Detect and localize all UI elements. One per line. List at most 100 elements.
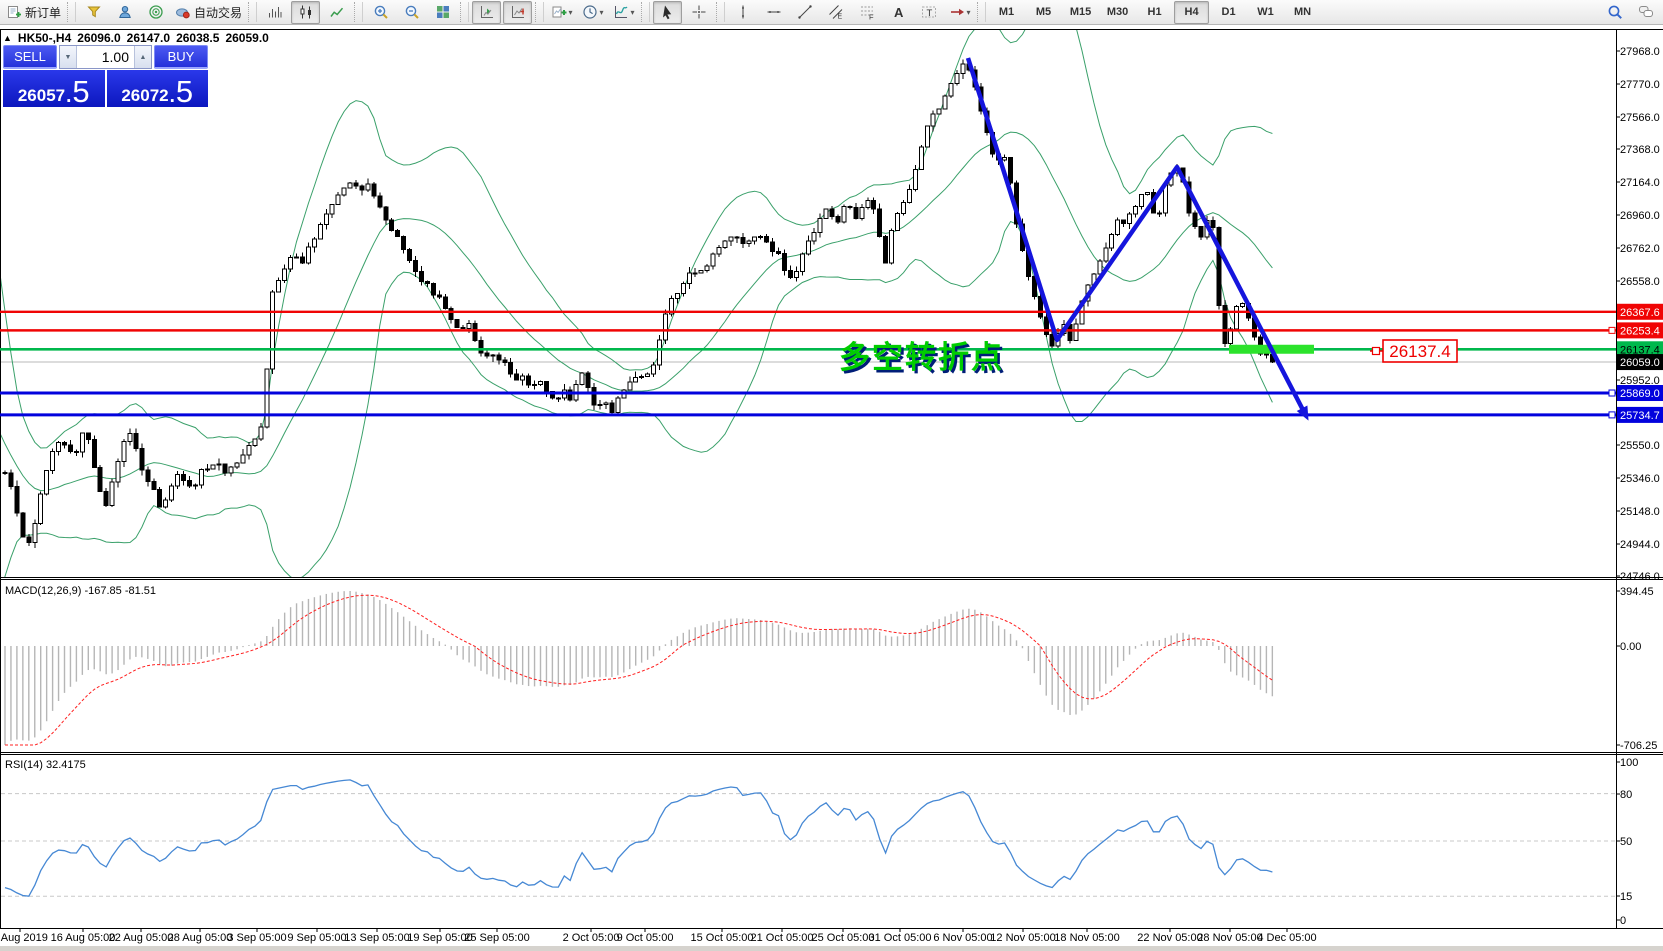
timeframe-w1-button[interactable]: W1: [1257, 6, 1274, 18]
dropdown-arrow-icon[interactable]: ▾: [568, 7, 573, 17]
trendline-button[interactable]: [790, 1, 819, 24]
toolbar-group: ▾ ▾ ▾: [546, 0, 639, 25]
chart-shift-button[interactable]: [472, 0, 502, 24]
signals-button[interactable]: [141, 1, 170, 24]
toolbar-separator: [535, 2, 545, 22]
time-tick-label: 2 Oct 05:00: [563, 932, 620, 944]
cloud-icon: [176, 8, 190, 19]
price-tick-label: 24746.0: [1620, 571, 1660, 583]
rsi-tick-label: 0: [1620, 915, 1626, 927]
sonar-icon: [148, 5, 163, 19]
toolbar-separator: [977, 2, 987, 22]
level-price-label: 25734.7: [1620, 410, 1660, 422]
level-handle[interactable]: [1608, 411, 1616, 419]
svg-text:F: F: [869, 13, 874, 21]
price-tick-label: 25550.0: [1620, 440, 1660, 452]
level-handle[interactable]: [1608, 326, 1616, 334]
rsi-tick-label: 100: [1620, 757, 1638, 769]
volume-input[interactable]: 1.00: [101, 49, 129, 65]
toolbar-separator: [354, 2, 364, 22]
trend-zigzag[interactable]: [965, 57, 1309, 421]
sell-price-button[interactable]: 26057 . 5: [3, 70, 105, 107]
toolbar-separator: [67, 2, 77, 22]
cursor-button[interactable]: [653, 0, 683, 24]
zoom-in-button[interactable]: [366, 1, 395, 24]
fibonacci-button[interactable]: F: [852, 1, 881, 24]
buy-price-button[interactable]: 26072 . 5: [106, 70, 208, 109]
price-tick-label: 27566.0: [1620, 112, 1660, 124]
labelT-icon: T: [921, 6, 936, 19]
time-tick-label: 21 Oct 05:00: [751, 932, 814, 944]
search-button[interactable]: [1600, 1, 1629, 24]
horizontal-line-button[interactable]: [759, 1, 788, 24]
time-tick-label: 18 Nov 05:00: [1054, 932, 1119, 944]
macd-axis: 394.45 0.00 -706.25: [1616, 586, 1657, 752]
timeframe-mn-button[interactable]: MN: [1293, 6, 1312, 18]
timeframe-m30-button[interactable]: M30: [1106, 6, 1129, 18]
volume-decrease-button[interactable]: ▼: [60, 46, 77, 68]
zoomin-icon: [374, 5, 388, 19]
indplus-icon: [552, 6, 567, 18]
community-button[interactable]: [110, 1, 139, 24]
buy-button[interactable]: BUY: [154, 45, 208, 69]
shapes-icon: [950, 8, 964, 16]
person-icon: [118, 5, 131, 18]
auto-trading-button[interactable]: 自动交易: [172, 1, 245, 24]
neworder-icon: [8, 6, 21, 18]
zoom-out-button[interactable]: [397, 1, 426, 24]
dropdown-arrow-icon[interactable]: ▾: [599, 7, 604, 17]
timeframe-h1-button[interactable]: H1: [1147, 6, 1162, 18]
equidistant-channel-button[interactable]: E: [821, 1, 850, 24]
text-label-button[interactable]: T: [914, 1, 943, 24]
crosshair-button[interactable]: [684, 1, 713, 24]
price-level-lines[interactable]: 26367.6 26253.4 26137.4 25869.0 25734.7: [0, 303, 1663, 423]
time-tick-label: 22 Nov 05:00: [1137, 932, 1202, 944]
annotation-text: 多空转折点: [839, 340, 1004, 375]
svg-text:A: A: [894, 5, 904, 20]
macd-tick-label: 0.00: [1620, 641, 1641, 653]
chart-candles-button[interactable]: [291, 0, 321, 24]
timeframe-h4-button[interactable]: H4: [1174, 0, 1210, 24]
new-order-button[interactable]: 新订单: [3, 1, 64, 24]
chart-bars-button[interactable]: [260, 1, 289, 24]
buy-price-main: 26072: [121, 86, 169, 105]
indicators-list-button[interactable]: ▾: [547, 1, 576, 24]
price-callout[interactable]: 26137.4: [1370, 339, 1458, 363]
time-tick-label: 25 Oct 05:00: [812, 932, 875, 944]
level-handle[interactable]: [1608, 389, 1616, 397]
timeframe-d1-button[interactable]: D1: [1221, 6, 1236, 18]
autoscroll-icon: [511, 6, 524, 18]
text-button[interactable]: A: [883, 1, 912, 24]
textA-icon: A: [894, 5, 904, 20]
timeframe-m1-button[interactable]: M1: [998, 6, 1015, 18]
periods-button[interactable]: ▾: [578, 1, 607, 24]
rsi-levels: [1, 793, 1616, 897]
vertical-line-button[interactable]: [728, 1, 757, 24]
chat-button[interactable]: [1631, 1, 1660, 24]
timeframe-m15-button[interactable]: M15: [1069, 6, 1092, 18]
time-tick-label: 28 Nov 05:00: [1197, 932, 1262, 944]
time-tick-label: 31 Oct 05:00: [869, 932, 932, 944]
time-tick-label: 3 Sep 05:00: [227, 932, 286, 944]
depth-of-market-button[interactable]: [79, 1, 108, 24]
chart-autoscroll-button[interactable]: [503, 0, 533, 24]
toolbar-separator: [460, 2, 470, 22]
cursor-icon: [662, 5, 671, 20]
toolbar-right-group: [1599, 1, 1661, 24]
chart-line-button[interactable]: [322, 1, 351, 24]
rsi-tick-label: 15: [1620, 891, 1632, 903]
buy-price-frac: 5: [175, 73, 194, 109]
sell-button[interactable]: SELL: [3, 45, 57, 69]
channel-icon: E: [828, 5, 842, 20]
timeframe-m5-button[interactable]: M5: [1035, 6, 1052, 18]
candle-icon: [300, 5, 311, 19]
arrow-objects-button[interactable]: ▾: [945, 1, 974, 24]
rsi-indicator-label: RSI(14) 32.4175: [5, 759, 86, 771]
templates-button[interactable]: ▾: [609, 1, 638, 24]
volume-increase-button[interactable]: ▲: [134, 46, 151, 68]
clock-icon: [582, 5, 597, 19]
tile-windows-button[interactable]: [428, 1, 457, 24]
dropdown-arrow-icon[interactable]: ▾: [966, 7, 971, 17]
dropdown-arrow-icon[interactable]: ▾: [630, 7, 635, 17]
zoomout-icon: [405, 5, 419, 19]
